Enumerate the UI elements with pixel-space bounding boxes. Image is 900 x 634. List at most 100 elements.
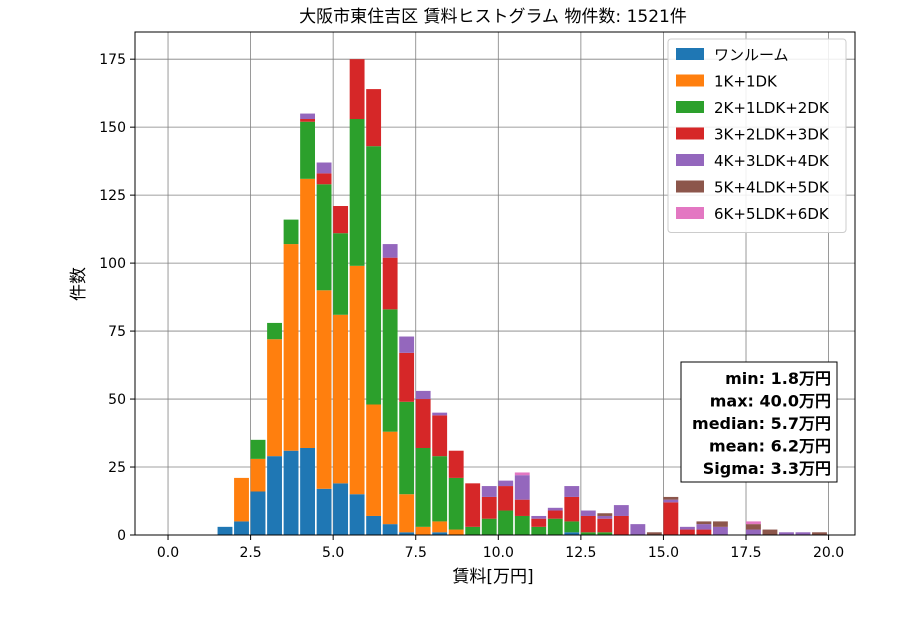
bar-segment (316, 173, 332, 185)
bar-segment (250, 458, 266, 492)
bar-segment (283, 450, 299, 535)
legend-swatch (676, 207, 704, 219)
x-tick-label: 17.5 (730, 545, 761, 561)
bar-segment (564, 521, 580, 533)
bar-segment (448, 450, 464, 478)
legend-swatch (676, 180, 704, 193)
bar-segment (283, 219, 299, 245)
bar-segment (316, 290, 332, 489)
legend-swatch (676, 48, 704, 60)
bar-segment (366, 515, 382, 535)
bar-segment (448, 477, 464, 530)
bar-segment (415, 447, 431, 527)
bar-segment (432, 532, 448, 535)
bar-segment (316, 488, 332, 535)
bar-segment (267, 322, 282, 340)
bar-segment (432, 415, 448, 457)
bar-segment (746, 524, 761, 530)
bar-segment (580, 532, 596, 535)
bar-segment (696, 524, 712, 530)
x-tick-label: 7.5 (405, 545, 427, 561)
legend-swatch (676, 127, 704, 140)
y-tick-label: 75 (108, 324, 126, 340)
bar-segment (547, 518, 563, 535)
bar-segment (366, 146, 382, 405)
stats-frame (680, 361, 838, 483)
bar-segment (597, 518, 613, 533)
bar-segment (779, 532, 794, 535)
y-tick-label: 150 (99, 120, 126, 136)
legend-label: 6K+5LDK+6DK (714, 205, 830, 223)
legend-label: 5K+4LDK+5DK (714, 179, 830, 197)
bar-segment (547, 507, 563, 511)
bar-segment (399, 401, 415, 495)
bar-segment (812, 532, 827, 535)
x-tick-label: 15.0 (648, 545, 679, 561)
axes-layer: 0.0 2.5 5.0 7.5 10.0 12.5 15.0 17.5 20.0 0 25 50 75 1… (99, 31, 856, 561)
bar-segment (531, 515, 547, 519)
bar-segment (366, 404, 382, 516)
bar-segment (415, 526, 431, 535)
bar-segment (613, 515, 629, 535)
bar-segment (432, 456, 448, 522)
bar-segment (267, 339, 282, 457)
bar-segment (382, 257, 398, 310)
stats-box: min: 1.8万円 max: 40.0万円 median: 5.7万円 mean: … (680, 361, 838, 483)
bar-segment (646, 532, 662, 535)
bar-segment (399, 532, 415, 535)
bar-segment (316, 184, 332, 291)
bars-layer (217, 59, 827, 535)
bar-segment (630, 524, 646, 535)
bar-segment (531, 526, 547, 535)
bar-segment (514, 515, 530, 535)
bar-segment (514, 499, 530, 516)
bar-segment (250, 439, 266, 459)
legend-label: 2K+1LDK+2DK (714, 99, 830, 117)
bar-segment (415, 399, 431, 448)
bar-segment (333, 314, 349, 484)
bar-segment (300, 447, 315, 535)
bar-segment (333, 483, 349, 535)
bar-segment (481, 518, 497, 535)
chart-title: 大阪市東住吉区 賃料ヒストグラム 物件数: 1521件 (299, 7, 687, 27)
bar-segment (663, 496, 679, 500)
x-tick-label: 2.5 (239, 545, 261, 561)
bar-segment (448, 529, 464, 535)
y-tick-label: 100 (99, 256, 126, 272)
bar-segment (679, 529, 695, 535)
legend-frame (667, 38, 847, 233)
bar-segment (795, 532, 811, 535)
legend: ワンルーム 1K+1DK 2K+1LDK+2DK 3K+2LDK+3DK 4K+3LDK… (667, 38, 847, 233)
bar-segment (597, 515, 613, 519)
stats-line: median: 5.7万円 (692, 414, 831, 433)
bar-segment (300, 121, 315, 179)
bar-segment (234, 477, 249, 522)
y-tick-label: 50 (108, 392, 126, 408)
stats-line: max: 40.0万円 (710, 392, 831, 411)
x-tick-label: 0.0 (157, 545, 179, 561)
bar-segment (432, 521, 448, 533)
stats-line: mean: 6.2万円 (709, 437, 831, 456)
bar-segment (564, 532, 580, 535)
bar-segment (399, 336, 415, 353)
bar-segment (300, 119, 315, 122)
x-tick-label: 10.0 (483, 545, 514, 561)
x-axis-label: 賃料[万円] (452, 567, 533, 587)
bar-segment (481, 496, 497, 519)
bar-segment (382, 309, 398, 432)
x-tick-label: 12.5 (565, 545, 596, 561)
legend-swatch (676, 101, 704, 113)
bar-segment (349, 494, 365, 535)
bar-segment (283, 244, 299, 451)
bar-segment (382, 244, 398, 258)
bar-segment (300, 113, 315, 120)
bar-segment (316, 162, 332, 174)
bar-segment (465, 483, 481, 527)
stats-line: Sigma: 3.3万円 (703, 459, 831, 478)
bar-segment (498, 510, 514, 535)
x-tick-label: 20.0 (813, 545, 844, 561)
bar-segment (613, 505, 629, 516)
bar-segment (349, 119, 365, 266)
legend-swatch (676, 154, 704, 166)
